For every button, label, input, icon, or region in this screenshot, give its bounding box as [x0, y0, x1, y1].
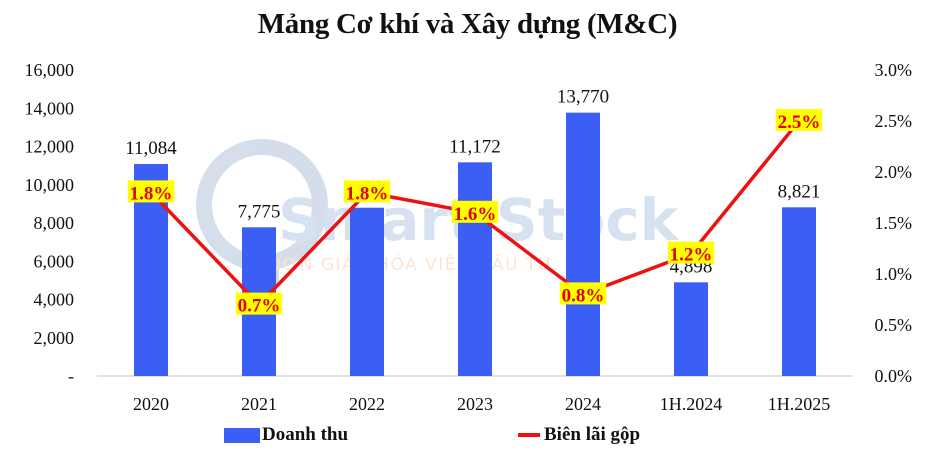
y-right-tick: 0.0%	[875, 366, 913, 386]
line-swatch-icon	[518, 433, 540, 437]
legend-label-margin: Biên lãi gộp	[544, 424, 641, 445]
margin-value-label: 1.2%	[670, 245, 713, 266]
y-left-tick: 2,000	[34, 328, 75, 348]
bar-revenue	[782, 207, 816, 376]
margin-value-label: 1.8%	[130, 183, 173, 204]
bar-revenue	[350, 207, 384, 376]
y-left-tick: 4,000	[34, 290, 75, 310]
y-right-tick: 2.0%	[875, 162, 913, 182]
y-left-tick: 6,000	[34, 251, 75, 271]
margin-label-bg	[667, 241, 715, 264]
y-right-tick: 2.5%	[875, 111, 913, 131]
bar-swatch-icon	[224, 427, 260, 443]
y-left-tick: 16,000	[25, 60, 75, 80]
y-left-tick: 14,000	[25, 98, 75, 118]
watermark-tagline: ĐƠN GIẢN HÓA VIỆC ĐẦU TƯ	[268, 251, 554, 275]
x-tick-label: 2021	[241, 394, 277, 414]
margin-value-label: 1.8%	[346, 183, 389, 204]
bar-revenue	[458, 162, 492, 376]
y-left-tick: 10,000	[25, 175, 75, 195]
legend-label-revenue: Doanh thu	[262, 424, 349, 445]
bar-value-label: 7,775	[238, 201, 281, 222]
chart-title: Mảng Cơ khí và Xây dựng (M&C)	[257, 8, 678, 40]
margin-label-bg	[559, 282, 607, 305]
bar-value-label: 8,821	[778, 181, 821, 202]
legend-item-revenue: Doanh thu	[224, 424, 348, 446]
x-tick-label: 1H.2025	[768, 394, 831, 414]
x-tick-label: 2024	[565, 394, 601, 414]
margin-label-bg	[775, 109, 823, 131]
y-right-tick: 3.0%	[875, 60, 913, 80]
margin-value-label: 1.6%	[454, 204, 497, 225]
x-tick-label: 1H.2024	[660, 394, 723, 414]
margin-value-label: 0.8%	[562, 285, 605, 306]
margin-label-bg	[343, 180, 391, 203]
bar-revenue	[566, 112, 600, 377]
y-left-tick: 8,000	[34, 213, 75, 233]
y-right-tick: 0.5%	[875, 315, 913, 335]
bar-value-label: 13,770	[557, 87, 609, 108]
y-right-tick: 1.5%	[875, 213, 913, 233]
bar-value-label: 11,172	[449, 136, 501, 157]
y-left-tick: -	[68, 366, 74, 386]
legend-item-margin: Biên lãi gộp	[518, 424, 640, 446]
y-left-tick: 12,000	[25, 137, 75, 157]
chart-legend: Doanh thu Biên lãi gộp	[0, 424, 935, 452]
margin-label-bg	[451, 200, 499, 223]
x-tick-label: 2022	[349, 394, 385, 414]
margin-label-bg	[127, 180, 175, 203]
margin-value-label: 2.5%	[778, 112, 821, 133]
margin-label-bg	[235, 292, 283, 315]
bar-revenue	[674, 282, 708, 376]
y-right-tick: 1.0%	[875, 264, 913, 284]
x-tick-label: 2020	[133, 394, 169, 414]
bar-value-label: 11,084	[125, 138, 177, 159]
x-tick-label: 2023	[457, 394, 493, 414]
margin-value-label: 0.7%	[238, 296, 281, 317]
